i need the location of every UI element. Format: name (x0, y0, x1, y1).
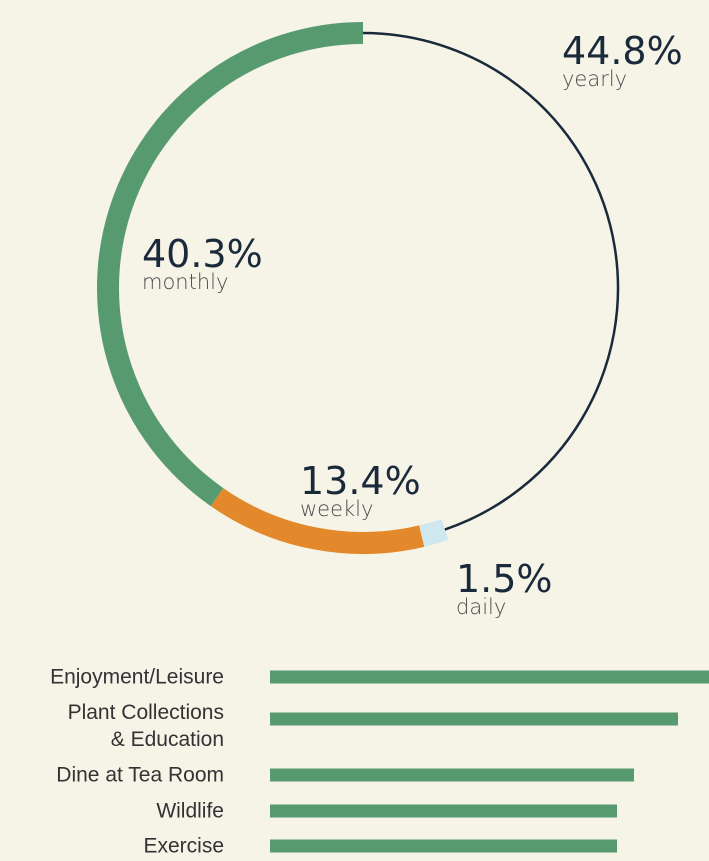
ring-segment (362, 31, 620, 531)
ring-segment (419, 519, 449, 547)
ring-segment (97, 22, 364, 507)
value-label: 44.8% (562, 29, 683, 73)
bar (270, 804, 617, 818)
category-label: weekly (300, 497, 373, 521)
value-label: 13.4% (300, 459, 421, 503)
category-label: Enjoyment/Leisure (50, 665, 224, 689)
category-label: daily (456, 595, 506, 619)
bar (270, 768, 635, 782)
ring-segment (210, 488, 425, 554)
category-label: yearly (562, 67, 627, 91)
bar (270, 839, 617, 853)
ring-chart: 40.3%monthly 13.4%weekly 1.5%daily 44.8%yea… (97, 22, 683, 619)
category-label: monthly (142, 270, 228, 294)
category-label: Exercise (143, 834, 224, 858)
category-label: Dine at Tea Room (56, 763, 224, 787)
value-label: 1.5% (456, 557, 553, 601)
category-label: Plant Collections & Education (67, 701, 224, 751)
category-label: Wildlife (156, 799, 224, 823)
bar (270, 712, 679, 726)
value-label: 40.3% (142, 232, 263, 276)
bar (270, 670, 709, 684)
